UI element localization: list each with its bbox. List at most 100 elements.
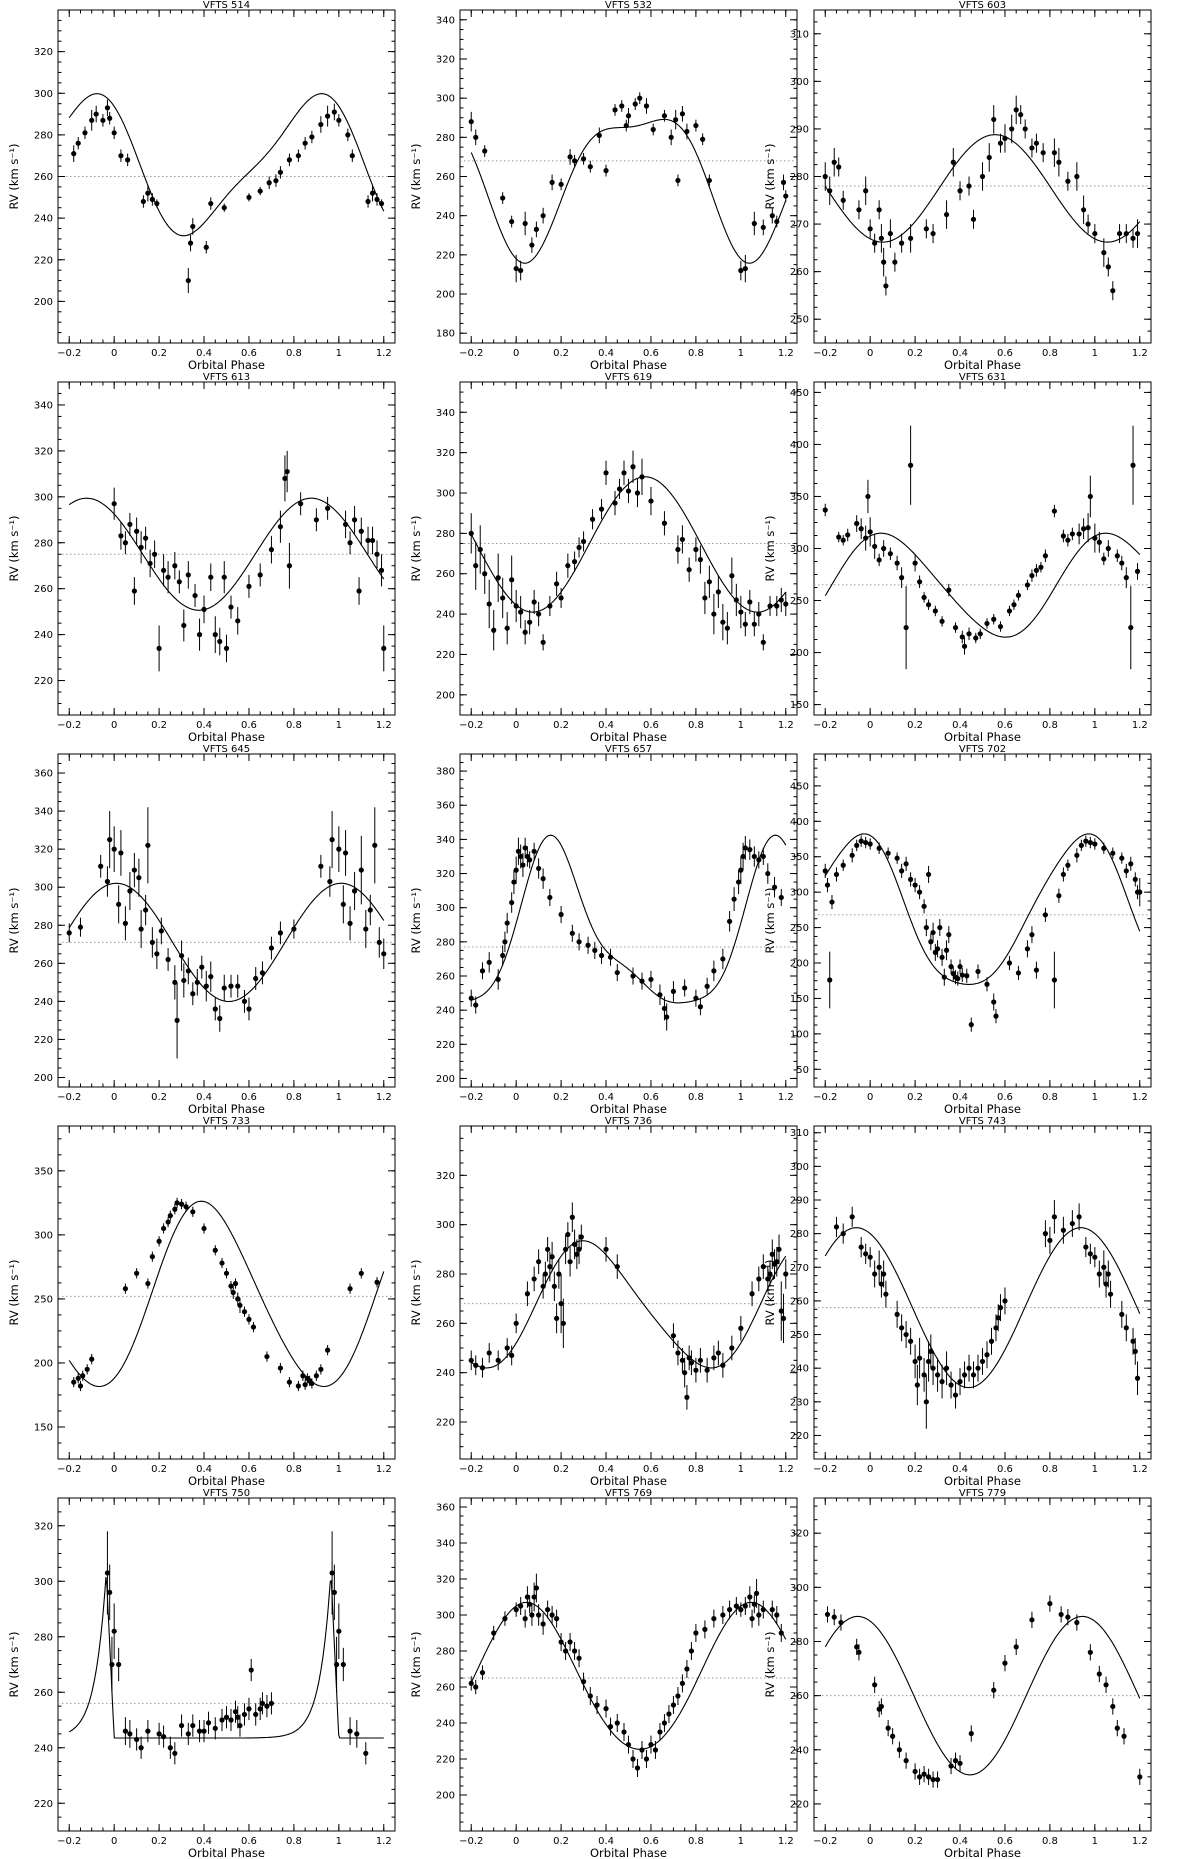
y-axis-label: RV (km s⁻¹)	[409, 1631, 423, 1697]
data-point	[607, 954, 614, 960]
data-point	[881, 259, 887, 265]
x-tick-label: 1.2	[778, 1836, 794, 1847]
data-point	[738, 1607, 744, 1613]
data-point	[369, 190, 376, 196]
data-point	[160, 1734, 167, 1740]
data-point	[347, 920, 353, 926]
data-point	[145, 842, 151, 848]
x-tick-label: 0.4	[598, 1464, 614, 1475]
data-point	[603, 168, 609, 174]
data-point	[71, 151, 77, 157]
data-point	[363, 1750, 369, 1756]
data-point	[345, 132, 351, 138]
x-tick-label: 0.8	[1042, 720, 1058, 731]
data-point	[127, 1731, 133, 1737]
data-point	[351, 888, 358, 894]
data-point	[1024, 946, 1031, 952]
panel-vfts-733: VFTS 733 −0.2 0 0.2 0.4 0.6 0.8 1 1.2 150 200 250 30…	[7, 1116, 396, 1488]
x-tick-label: 1.2	[1132, 1836, 1148, 1847]
data-point	[997, 623, 1004, 630]
data-point	[116, 901, 122, 907]
data-point	[313, 1373, 319, 1379]
data-point	[381, 645, 387, 652]
data-point	[116, 1661, 122, 1668]
data-point	[966, 183, 972, 189]
data-point	[957, 188, 963, 194]
data-point	[1009, 126, 1015, 132]
data-point	[522, 220, 528, 227]
data-point	[381, 951, 387, 957]
y-tick-label: 50	[796, 1065, 809, 1076]
data-point	[1130, 235, 1136, 241]
x-tick-label: 1	[336, 1092, 342, 1103]
data-point	[473, 563, 479, 569]
data-point	[1119, 855, 1125, 861]
data-point	[939, 1379, 945, 1385]
y-tick-label: 310	[790, 29, 809, 40]
data-point	[333, 1661, 340, 1668]
y-tick-label: 240	[34, 997, 53, 1008]
data-point	[273, 178, 279, 184]
data-point	[1128, 861, 1134, 867]
data-point	[376, 939, 382, 945]
data-point	[246, 1706, 252, 1712]
panel-vfts-645: VFTS 645 −0.2 0 0.2 0.4 0.6 0.8 1 1.2 200 220 240 26…	[7, 744, 396, 1116]
x-tick-label: 0.4	[196, 348, 212, 359]
data-point	[138, 926, 144, 932]
data-point	[187, 240, 194, 246]
data-point	[1060, 871, 1066, 878]
data-point	[286, 1379, 293, 1385]
model-curve	[470, 1240, 787, 1369]
x-tick-label: 0.2	[907, 348, 923, 359]
data-point	[181, 622, 187, 629]
data-point	[212, 1725, 218, 1731]
data-point	[178, 1201, 185, 1207]
data-point	[774, 1259, 780, 1265]
data-point	[865, 493, 871, 500]
y-tick-label: 290	[790, 1196, 809, 1207]
x-tick-label: 1.2	[778, 1092, 794, 1103]
data-point	[491, 627, 497, 633]
data-point	[684, 1394, 690, 1400]
x-axis-label: Orbital Phase	[590, 1846, 667, 1859]
data-point	[1047, 1237, 1053, 1243]
x-tick-label: 0.4	[598, 1836, 614, 1847]
x-tick-label: 1	[336, 720, 342, 731]
data-point	[277, 1365, 284, 1371]
data-point	[639, 1747, 645, 1753]
data-point	[495, 575, 501, 581]
data-point	[336, 846, 342, 852]
plot-frame	[813, 753, 1152, 1088]
data-point	[369, 537, 376, 544]
data-point	[351, 517, 358, 523]
data-point	[1022, 126, 1028, 132]
data-point	[756, 1276, 762, 1282]
x-tick-label: 0.8	[286, 1092, 302, 1103]
data-point	[706, 177, 712, 184]
data-point	[751, 220, 757, 227]
data-point	[776, 1246, 782, 1252]
data-point	[500, 595, 506, 601]
data-point	[720, 956, 726, 962]
x-tick-label: 0.8	[688, 1836, 704, 1847]
data-point	[621, 470, 627, 476]
data-point	[89, 117, 95, 123]
x-tick-label: 0	[513, 720, 519, 731]
data-point	[567, 1639, 573, 1645]
data-point	[894, 560, 900, 566]
y-tick-label: 260	[436, 1319, 455, 1330]
data-point	[878, 1281, 885, 1287]
data-point	[131, 588, 137, 594]
x-tick-label: 0.8	[688, 1464, 704, 1475]
data-point	[1087, 1649, 1093, 1655]
x-tick-label: 0.6	[997, 720, 1013, 731]
data-point	[1013, 1644, 1019, 1650]
x-tick-label: −0.2	[813, 1092, 837, 1103]
y-tick-label: 290	[790, 124, 809, 135]
data-point	[720, 1612, 726, 1618]
data-point	[282, 475, 288, 482]
plot-frame	[459, 753, 798, 1088]
y-tick-label: 300	[436, 1220, 455, 1231]
data-point	[1132, 876, 1138, 883]
data-point	[491, 1630, 497, 1636]
